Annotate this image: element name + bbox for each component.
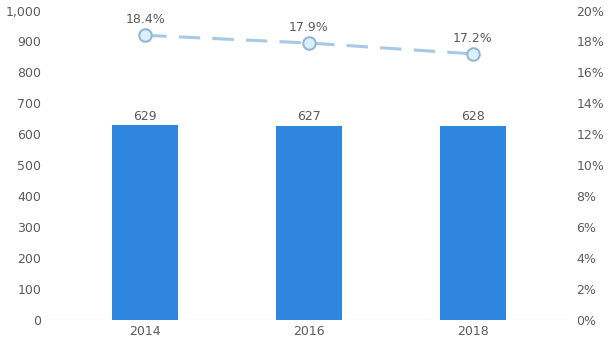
Bar (112, 125, 178, 320)
Text: 17.9%: 17.9% (289, 21, 329, 34)
Text: 629: 629 (134, 110, 157, 123)
Text: 628: 628 (461, 110, 484, 123)
Text: 627: 627 (297, 110, 321, 123)
Text: 17.2%: 17.2% (453, 32, 493, 45)
Bar (276, 126, 342, 320)
Text: 18.4%: 18.4% (126, 13, 165, 26)
Bar (440, 126, 506, 320)
